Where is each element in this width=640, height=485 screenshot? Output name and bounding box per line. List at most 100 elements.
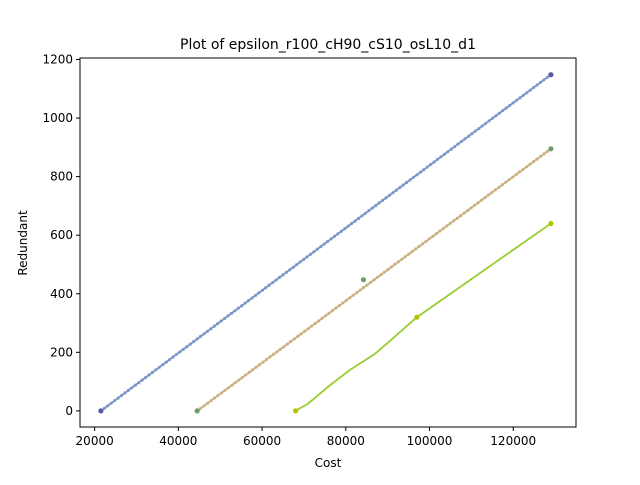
series-point xyxy=(161,363,165,367)
series-point xyxy=(448,221,452,225)
series-point xyxy=(531,160,536,164)
series-point xyxy=(288,268,292,272)
series-point xyxy=(542,78,546,82)
series-point xyxy=(247,298,251,303)
series-point xyxy=(452,219,456,223)
plot-frame xyxy=(79,57,577,428)
series-point xyxy=(334,306,338,310)
series-point xyxy=(219,319,223,323)
series-point xyxy=(542,152,546,156)
series-point xyxy=(353,219,357,223)
series-point xyxy=(463,137,467,141)
series-point xyxy=(381,198,385,202)
series-marker xyxy=(414,314,420,320)
series-point xyxy=(391,191,395,195)
series-point xyxy=(106,404,110,408)
series-point xyxy=(126,388,130,392)
series-point xyxy=(260,288,264,292)
series-point xyxy=(113,399,117,403)
series-point xyxy=(237,378,241,382)
series-marker xyxy=(360,277,366,283)
x-tick-label: 100000 xyxy=(407,434,453,448)
series-point xyxy=(327,311,331,315)
series-point xyxy=(477,127,481,131)
series-point xyxy=(247,370,251,374)
chart-title: Plot of epsilon_r100_cH90_cS10_osL10_d1 xyxy=(180,37,476,53)
series-marker xyxy=(293,408,299,414)
series-point xyxy=(441,226,445,230)
series-point xyxy=(336,232,340,236)
series-point xyxy=(277,275,282,279)
series-point xyxy=(384,196,388,200)
series-point xyxy=(202,404,206,408)
series-point xyxy=(532,85,536,90)
y-tick-label: 0 xyxy=(65,404,73,418)
series-point xyxy=(422,168,426,172)
series-point xyxy=(123,391,127,395)
y-tick-label: 600 xyxy=(50,228,73,242)
series-point xyxy=(261,360,265,364)
series-point xyxy=(460,139,464,143)
x-tick-label: 120000 xyxy=(490,434,536,448)
series-point xyxy=(253,293,258,297)
series-point xyxy=(386,268,390,272)
series-point xyxy=(154,368,158,372)
series-point xyxy=(497,185,501,189)
series-point xyxy=(405,180,409,185)
series-point xyxy=(306,327,310,331)
series-point xyxy=(271,352,276,356)
series-point xyxy=(188,342,192,346)
series-point xyxy=(264,357,269,362)
series-point xyxy=(284,270,288,274)
series-point xyxy=(258,363,262,367)
series-point xyxy=(198,334,203,339)
series-3 xyxy=(293,220,554,414)
series-point xyxy=(230,383,234,387)
series-point xyxy=(486,193,491,197)
series-point xyxy=(525,165,529,169)
series-point xyxy=(365,283,369,287)
series-point xyxy=(355,291,359,295)
series-point xyxy=(415,173,419,177)
series-point xyxy=(480,124,484,128)
series-point xyxy=(494,114,498,118)
series-point xyxy=(375,275,380,279)
series-point xyxy=(174,352,179,356)
series-point xyxy=(199,406,203,410)
series-point xyxy=(490,116,495,120)
series-point xyxy=(410,250,414,254)
series-point xyxy=(144,375,148,380)
series-marker xyxy=(548,220,554,227)
series-point xyxy=(424,239,428,243)
series-point xyxy=(212,396,217,400)
y-tick-label: 800 xyxy=(50,170,73,184)
series-point xyxy=(367,209,371,213)
series-point xyxy=(394,188,398,192)
x-axis-title: Cost xyxy=(315,456,342,470)
series-point xyxy=(400,257,404,261)
series-point xyxy=(449,147,453,151)
series-point xyxy=(137,381,141,385)
series-point xyxy=(205,329,209,333)
series-point xyxy=(171,355,175,359)
series-point xyxy=(356,216,361,220)
series-point xyxy=(507,178,511,182)
series-point xyxy=(281,273,285,277)
series-point xyxy=(267,283,271,287)
series-point xyxy=(470,132,474,136)
series-point xyxy=(202,332,206,336)
series-point xyxy=(223,316,227,321)
series-point xyxy=(244,373,248,377)
series-point xyxy=(545,149,550,153)
series-point xyxy=(429,162,433,167)
y-tick-label: 400 xyxy=(50,287,73,301)
series-point xyxy=(462,211,466,215)
series-point xyxy=(240,375,244,380)
series-point xyxy=(504,106,508,110)
series-point xyxy=(233,309,237,313)
series-point xyxy=(192,340,196,344)
series-point xyxy=(417,244,421,248)
series-point xyxy=(469,206,473,210)
series-point xyxy=(501,109,505,113)
